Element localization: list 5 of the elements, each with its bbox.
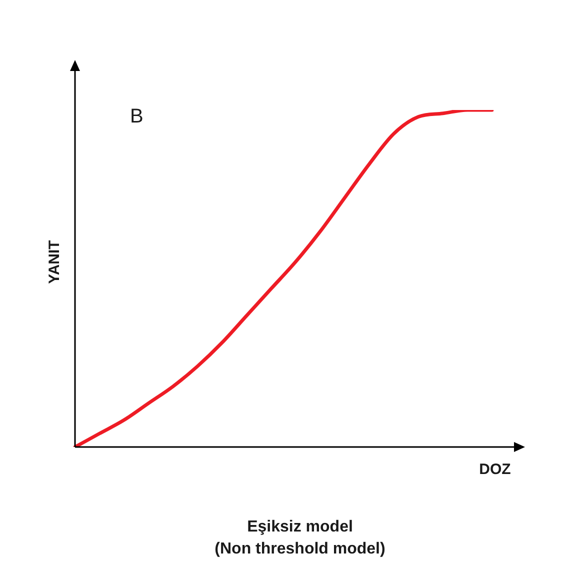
y-axis-title: YANIT	[46, 240, 64, 284]
annotation: B	[130, 106, 144, 128]
text: Eşiksiz model	[247, 518, 353, 536]
x-axis-title: DOZ	[479, 461, 511, 478]
text: (Non threshold model)	[214, 540, 386, 558]
